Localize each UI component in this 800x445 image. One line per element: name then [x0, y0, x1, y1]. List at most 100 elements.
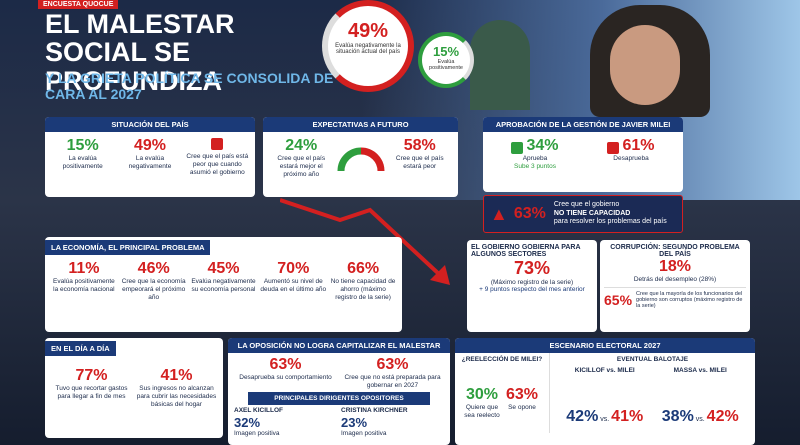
items: 24% Cree que el país estará mejor el próx…	[263, 132, 458, 184]
item: 66% No tiene capacidad de ahorro (máximo …	[328, 259, 398, 302]
content: ¿REELECCIÓN DE MILEI? 30% Quiere que sea …	[455, 353, 755, 433]
result: 38% vs. 42%	[655, 407, 747, 426]
items: 34% Aprueba Sube 3 puntos 61% Desaprueba	[483, 132, 683, 175]
result: 42% vs. 41%	[559, 407, 651, 426]
matchup: MASSA vs. MILEI 38% vs. 42%	[653, 367, 749, 426]
tag: ENCUESTA QUOCUE	[38, 0, 119, 9]
highlight-label: Evalúa positivamente	[429, 59, 463, 71]
panel-title: LA OPOSICIÓN NO LOGRA CAPITALIZAR EL MAL…	[228, 338, 450, 353]
label: Imagen positiva	[341, 430, 387, 438]
content: 73% (Máximo registro de la serie) + 9 punt…	[471, 258, 593, 293]
separator: vs.	[695, 415, 705, 423]
capacidad-box: ▲ 63% Cree que el gobierno NO TIENE CAPAC…	[483, 195, 683, 233]
items: 15% La evalúa positivamente 49% La evalúa …	[45, 132, 255, 180]
matchup: KICILLOF vs. MILEI 42% vs. 41%	[557, 367, 653, 426]
item: 61% Desaprueba	[583, 136, 679, 171]
value: 63%	[505, 386, 539, 403]
gauge	[337, 147, 384, 172]
items: 63% Desaprueba su comportamiento 63% Cree …	[228, 353, 450, 392]
label: Aumentó su nivel de deuda en el último a…	[260, 278, 327, 293]
content: 65% Cree que la mayoría de los funcionari…	[604, 287, 746, 309]
matchups: KICILLOF vs. MILEI 42% vs. 41% MASSA vs. …	[553, 363, 752, 430]
label: Cree que no está preparada para gobernar…	[344, 374, 441, 389]
panel-electoral: ESCENARIO ELECTORAL 2027 ¿REELECCIÓN DE …	[455, 338, 755, 445]
content: 18% Detrás del desempleo (28%)	[604, 258, 746, 283]
item: Cree que el país está peor que cuando as…	[184, 136, 251, 176]
label: La evalúa negativamente	[128, 155, 172, 170]
subtitle: Y LA GRIETA POLÍTICA SE CONSOLIDA DE CAR…	[45, 70, 334, 103]
item: 63% Desaprueba su comportamiento	[232, 355, 339, 390]
leader: AXEL KICILLOF 32% Imagen positiva	[232, 407, 339, 438]
value: 58%	[403, 137, 436, 154]
value: 70%	[277, 260, 310, 277]
value: 42%	[706, 407, 739, 425]
text: Cree que el gobierno NO TIENE CAPACIDAD pa…	[554, 201, 667, 227]
value: 30%	[465, 386, 499, 403]
subsection-title: ¿REELECCIÓN DE MILEI?	[461, 356, 543, 363]
item: 77% Tuvo que recortar gastos para llegar …	[49, 366, 134, 409]
highlight-small: 15% Evalúa positivamente	[418, 32, 474, 88]
label: Cree que la economía empeorará el próxim…	[121, 278, 186, 301]
highlight-value: 49%	[347, 20, 389, 42]
value: 63%	[513, 205, 546, 222]
panel-expectativas: EXPECTATIVAS A FUTURO 24% Cree que el paí…	[263, 117, 458, 197]
value: 18%	[658, 258, 692, 275]
panel-economia: LA ECONOMÍA, EL PRINCIPAL PROBLEMA 11% Ev…	[45, 237, 402, 332]
title: EL MALESTAR SOCIAL SE PROFUNDIZA	[45, 9, 235, 96]
item: 45% Evalúa negativamente su economía pers…	[189, 259, 259, 302]
icon	[211, 138, 224, 150]
icon	[511, 142, 524, 155]
leader-name: AXEL KICILLOF	[234, 406, 283, 414]
icon: ▲	[490, 203, 508, 224]
rest: para resolver los problemas del país	[553, 218, 667, 226]
emphasis: NO TIENE CAPACIDAD	[553, 209, 631, 217]
value: 63%	[269, 356, 302, 373]
highlight-value: 15%	[432, 44, 460, 59]
congress-dome	[470, 20, 530, 110]
leaders: AXEL KICILLOF 32% Imagen positiva CRISTINA…	[228, 405, 450, 440]
label: Quiere que sea reelecto	[464, 404, 500, 419]
items: 77% Tuvo que recortar gastos para llegar …	[45, 356, 223, 413]
highlight-label: Evalúa negativamente la situación actual…	[335, 43, 401, 55]
panel-title: LA ECONOMÍA, EL PRINCIPAL PROBLEMA	[45, 240, 211, 255]
label: Cree que el gobierno	[553, 200, 620, 208]
reeleccion: ¿REELECCIÓN DE MILEI? 30% Quiere que sea …	[455, 353, 550, 433]
item: 15% La evalúa positivamente	[49, 136, 116, 176]
label: Imagen positiva	[234, 430, 280, 438]
panel-corrupcion: CORRUPCIÓN: SEGUNDO PROBLEMA DEL PAÍS 18…	[600, 240, 750, 332]
panel-situacion: SITUACIÓN DEL PAÍS 15% La evalúa positiva…	[45, 117, 255, 197]
value: 34%	[526, 137, 559, 154]
separator: vs.	[600, 415, 610, 423]
items: 11% Evalúa positivamente la economía naci…	[45, 255, 402, 306]
value: 38%	[661, 407, 694, 425]
items: 30% Quiere que sea reelecto 63% Se opone	[458, 363, 546, 424]
panel-title: EN EL DÍA A DÍA	[45, 341, 116, 356]
value: 41%	[160, 367, 193, 384]
label: Tuvo que recortar gastos para llegar a f…	[55, 385, 128, 400]
item: 49% La evalúa negativamente	[116, 136, 183, 176]
label: Aprueba	[522, 155, 548, 163]
item: 11% Evalúa positivamente la economía naci…	[49, 259, 119, 302]
item: 41% Sus ingresos no alcanzan para cubrir …	[134, 366, 219, 409]
item: 34% Aprueba Sube 3 puntos	[487, 136, 583, 171]
panel-title: EXPECTATIVAS A FUTURO	[263, 117, 458, 132]
value: 45%	[207, 260, 240, 277]
label: Cree que la mayoría de los funcionarios …	[636, 291, 743, 309]
label: Detrás del desempleo (28%)	[633, 276, 717, 283]
note: Sube 3 puntos	[514, 162, 556, 170]
value: 66%	[347, 260, 380, 277]
value: 41%	[611, 407, 644, 425]
value: 61%	[622, 137, 655, 154]
matchup-title: KICILLOF vs. MILEI	[574, 367, 635, 374]
value: 23%	[341, 414, 368, 430]
label: Desaprueba	[613, 155, 649, 163]
label: Sus ingresos no alcanzan para cubrir las…	[136, 385, 217, 408]
value: 42%	[566, 407, 599, 425]
value: 32%	[234, 414, 261, 430]
item: 58% Cree que el país estará peor	[386, 136, 455, 180]
panel-title: EL GOBIERNO GOBIERNA PARA ALGUNOS SECTOR…	[471, 244, 581, 258]
value: 15%	[66, 137, 99, 154]
panel-dia: EN EL DÍA A DÍA 77% Tuvo que recortar gas…	[45, 338, 223, 438]
value: 63%	[376, 356, 409, 373]
